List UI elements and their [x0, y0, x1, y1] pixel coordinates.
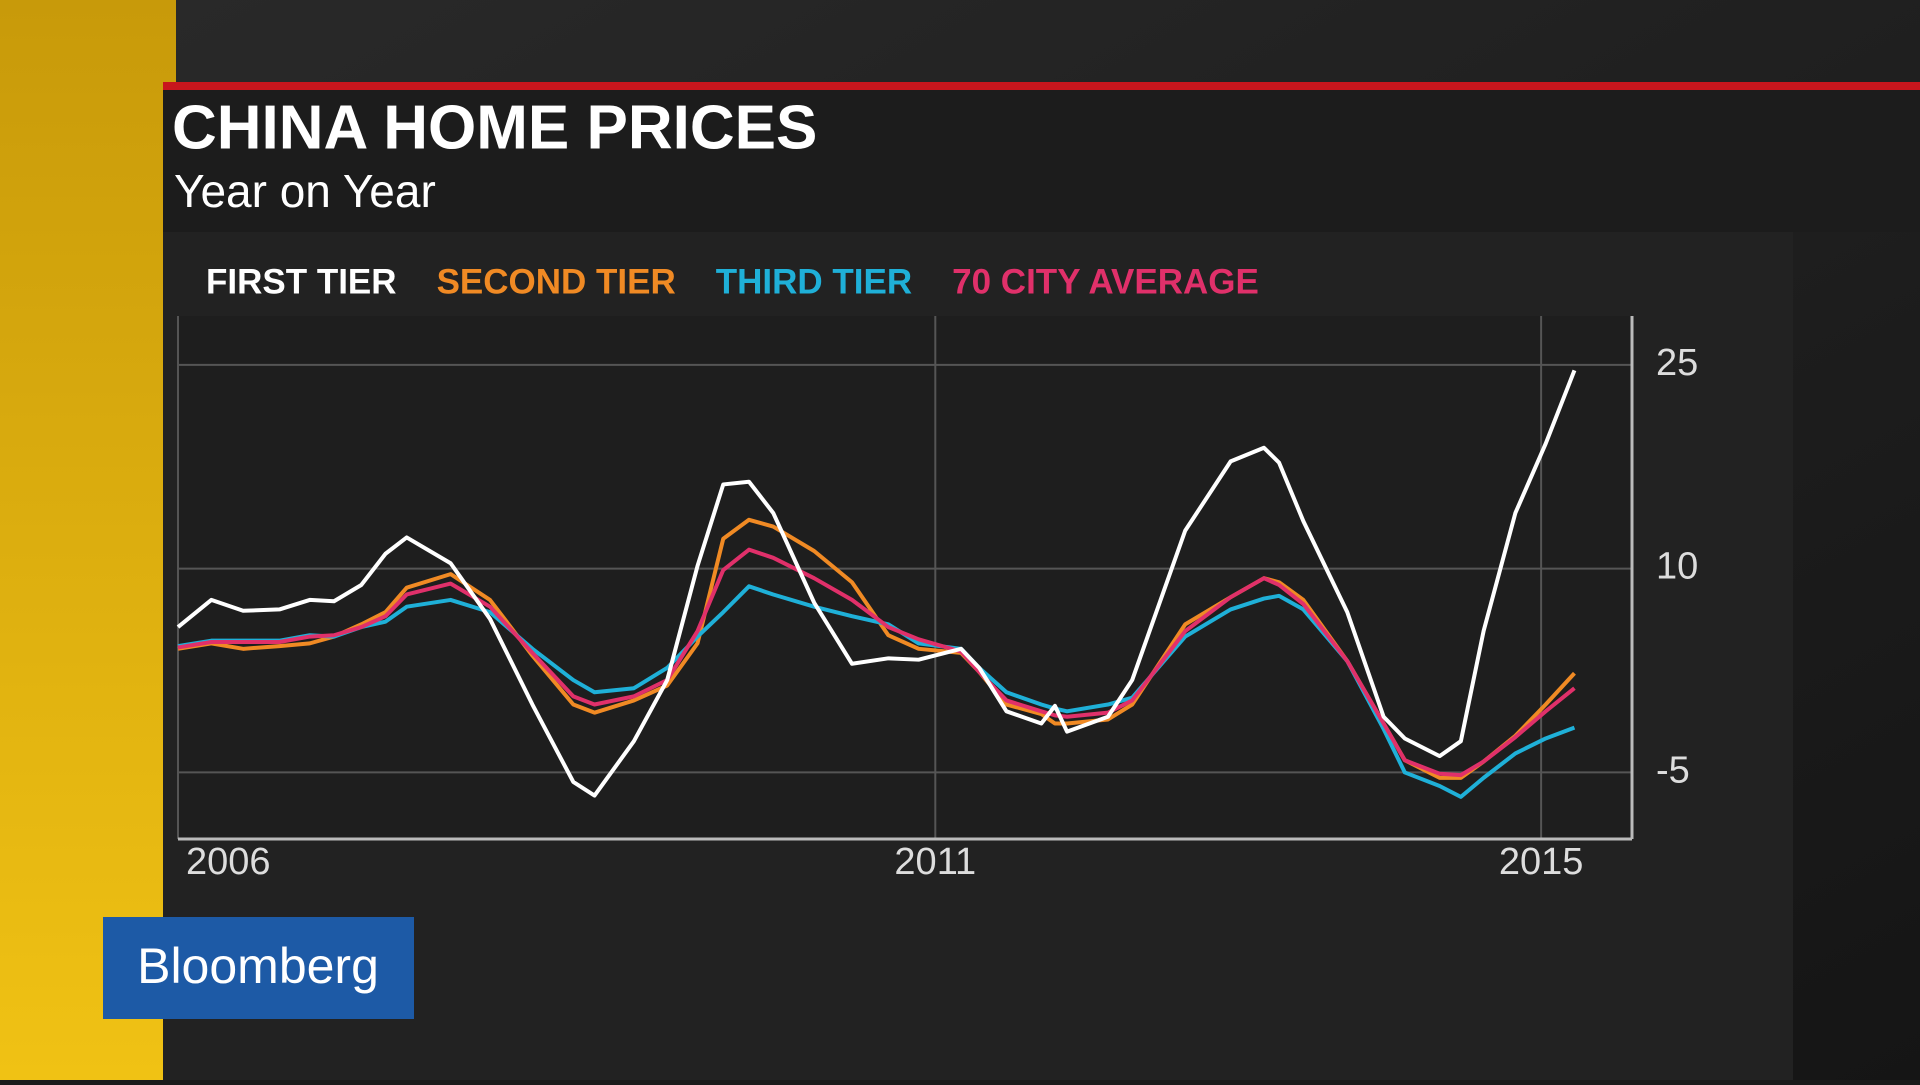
legend-entry: THIRD TIER — [716, 262, 912, 301]
logo-text: Bloomberg — [137, 938, 379, 994]
y-tick-label: 25 — [1656, 342, 1698, 384]
legend-entry: SECOND TIER — [437, 262, 676, 301]
legend-entry: 70 CITY AVERAGE — [952, 262, 1259, 301]
plot: -5 10 25 2006 2011 2015 — [176, 316, 1698, 883]
x-tick-label: 2006 — [186, 841, 271, 883]
chart-subtitle: Year on Year — [174, 165, 436, 217]
chart-title: CHINA HOME PRICES — [172, 93, 817, 162]
legend-entry: FIRST TIER — [206, 262, 397, 301]
title-band — [163, 86, 1920, 232]
plot-area — [178, 316, 1632, 839]
y-tick-label: 10 — [1656, 546, 1698, 588]
red-rule — [163, 82, 1920, 90]
x-tick-label: 2011 — [894, 841, 976, 883]
series-line — [177, 547, 1576, 778]
y-tick-label: -5 — [1656, 749, 1690, 791]
side-strip — [0, 0, 176, 1080]
series-line — [176, 369, 1577, 798]
logo-box — [103, 917, 414, 1019]
x-tick-label: 2015 — [1499, 841, 1584, 883]
legend: FIRST TIER SECOND TIER THIRD TIER 70 CITY A… — [206, 262, 1259, 301]
